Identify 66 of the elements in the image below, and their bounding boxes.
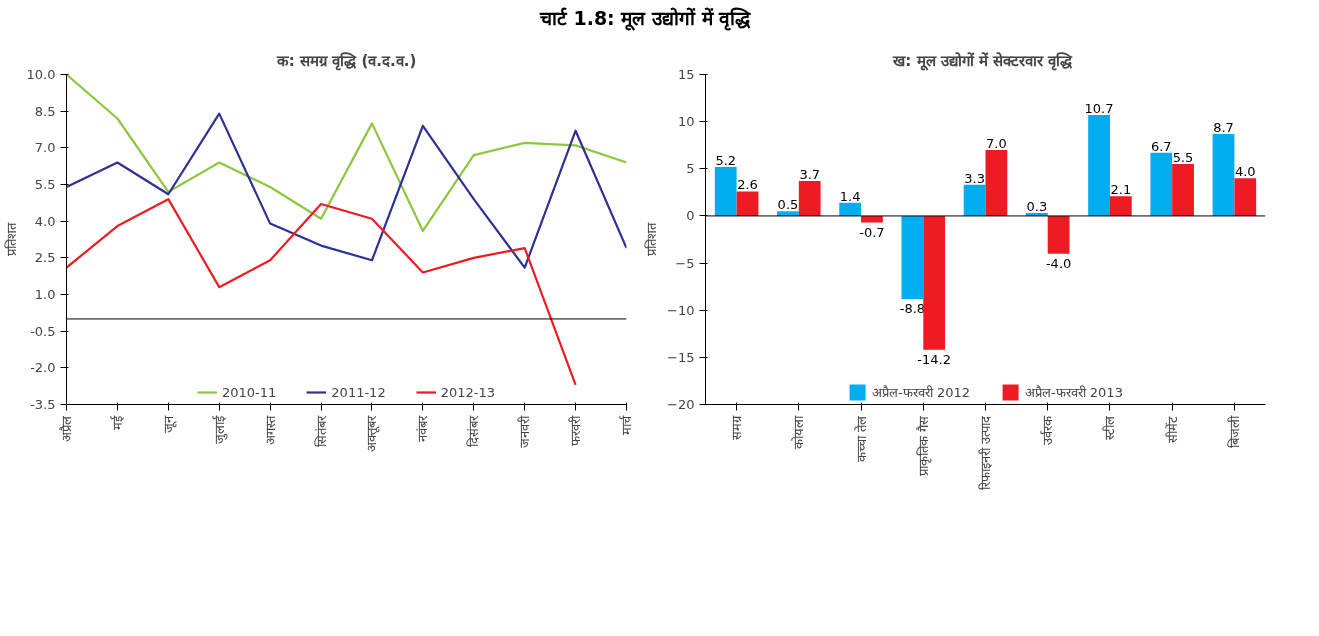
chart-title: क: समग्र वृद्धि (व.द.व.)	[275, 51, 417, 71]
y-tick-label: -0.5	[30, 323, 56, 339]
data-label: 8.7	[1213, 119, 1234, 135]
data-label: 2.1	[1110, 182, 1132, 198]
data-label: 3.7	[799, 167, 821, 183]
x-tick-label: दिसंबर	[466, 414, 482, 447]
text: चार्ट 1.8: मूल उद्योगों में वृद्धि	[539, 6, 751, 33]
y-tick-label: 5	[686, 161, 695, 177]
y-tick-label: −15	[667, 349, 695, 365]
legend-label: अप्रैल-फरवरी 2012	[872, 384, 970, 401]
y-tick-label: -3.5	[30, 397, 56, 412]
x-tick-label: रिफाइनरी उत्पाद	[978, 414, 993, 490]
legend-label: 2010-11	[222, 384, 277, 400]
x-tick-label: मार्च	[619, 414, 634, 435]
x-tick-label: स्टील	[1102, 415, 1118, 440]
x-tick-label: फरवरी	[568, 414, 584, 446]
x-tick-label: सीमेंट	[1164, 415, 1180, 443]
data-label: 0.5	[777, 197, 799, 213]
x-tick-label: अप्रैल	[59, 415, 74, 442]
data-label: 3.3	[964, 170, 985, 186]
x-tick-label: बिजली	[1226, 414, 1242, 448]
y-axis-title: प्रतिशत	[3, 222, 19, 256]
x-tick-label: अगस्त	[262, 414, 278, 445]
x-tick-label: कोयला	[791, 414, 807, 449]
legend-label: 2012-13	[440, 384, 495, 400]
legend-label: अप्रैल-फरवरी 2013	[1025, 384, 1123, 401]
y-axis-title: प्रतिशत	[644, 222, 660, 256]
data-label: -0.7	[859, 224, 885, 240]
y-tick-label: -2.0	[30, 360, 56, 376]
y-tick-label: 4.0	[34, 213, 56, 229]
x-tick-label: कच्चा तेल	[853, 415, 869, 462]
data-label: -4.0	[1045, 255, 1072, 271]
x-tick-label: जून	[160, 414, 177, 433]
y-tick-label: 0	[686, 208, 695, 224]
data-label: 0.3	[1026, 199, 1048, 215]
x-tick-label: प्राकृतिक गैस	[915, 415, 932, 476]
y-tick-label: −20	[667, 397, 695, 412]
y-tick-label: 2.5	[34, 250, 56, 266]
x-tick-label: जनवरी	[517, 414, 533, 448]
y-tick-label: 5.5	[34, 177, 56, 192]
data-label: -14.2	[917, 351, 951, 367]
y-tick-label: 7.0	[34, 140, 56, 156]
y-tick-label: 8.5	[34, 103, 56, 119]
data-label: 5.5	[1172, 150, 1194, 166]
data-label: 2.6	[737, 177, 758, 193]
data-label: 7.0	[986, 135, 1007, 151]
x-tick-label: मई	[109, 414, 125, 430]
data-label: 4.0	[1234, 164, 1256, 180]
y-tick-label: 1.0	[34, 287, 56, 302]
x-tick-label: समग्र	[729, 414, 745, 440]
x-tick-label: नवंबर	[415, 414, 431, 442]
x-tick-label: अक्तूबर	[364, 414, 381, 452]
data-label: 5.2	[715, 152, 737, 168]
data-label: 10.7	[1084, 101, 1114, 117]
y-tick-label: 15	[677, 67, 695, 82]
y-tick-label: 10.0	[26, 67, 56, 82]
data-label: 6.7	[1150, 138, 1172, 154]
x-tick-label: जुलाई	[211, 414, 228, 444]
y-tick-label: −5	[675, 255, 695, 271]
chart-title: ख: मूल उद्योगों में सेक्टरवार वृद्धि	[892, 51, 1074, 71]
legend-label: 2011-12	[331, 384, 386, 400]
y-tick-label: 10	[677, 114, 695, 130]
x-tick-label: सितंबर	[313, 414, 329, 447]
x-tick-label: उर्वरक	[1040, 414, 1056, 445]
y-tick-label: −10	[667, 302, 695, 318]
data-label: 1.4	[839, 188, 861, 204]
